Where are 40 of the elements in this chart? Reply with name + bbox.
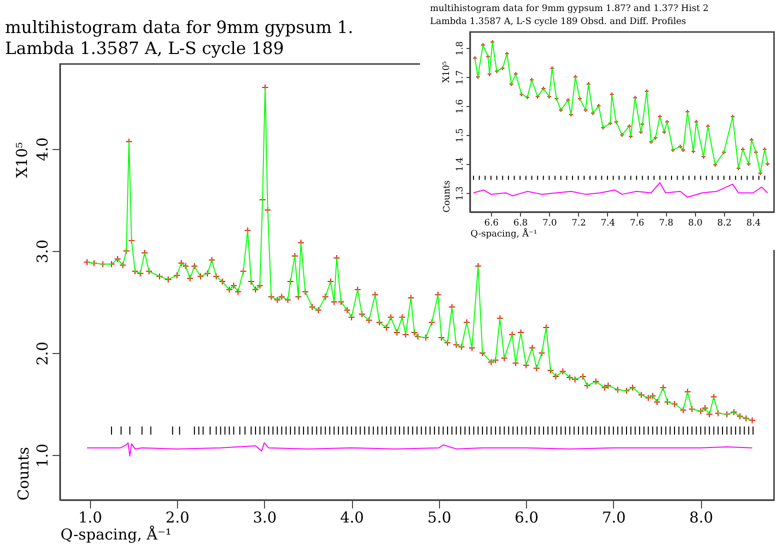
- x-tick-label: 7.2: [572, 218, 586, 228]
- x-tick-label: 1.0: [78, 508, 102, 526]
- chart-subtitle: Lambda 1.3587 A, L-S cycle 189: [5, 39, 284, 59]
- y-axis-title: Counts: [14, 446, 32, 500]
- y-tick-label: 1.7: [456, 70, 466, 85]
- y-tick-label: 3.0: [34, 239, 52, 264]
- x-tick-label: 5.0: [427, 508, 452, 526]
- x-tick-label: 3.0: [252, 508, 277, 526]
- x-tick-label: 8.4: [746, 218, 761, 228]
- y-tick-label: 1.5: [456, 128, 466, 143]
- x-axis-title: Q-spacing, Å⁻¹: [60, 526, 172, 544]
- line-series: [86, 442, 753, 457]
- y-axis-title: Counts: [442, 180, 452, 212]
- x-tick-label: 7.4: [600, 218, 616, 228]
- y-tick-label: 1.3: [456, 186, 466, 201]
- x-tick-label: 7.6: [630, 218, 644, 228]
- x-axis-title: Q-spacing, Å⁻¹: [470, 228, 538, 240]
- x-tick-label: 7.8: [659, 218, 674, 228]
- x-tick-label: 8.0: [688, 218, 703, 228]
- y-tick-label: 1.6: [456, 98, 466, 114]
- text: X10⁵: [13, 142, 31, 178]
- x-tick-label: 4.0: [340, 508, 364, 526]
- line-series: [472, 182, 768, 198]
- y-tick-label: 1.4: [456, 156, 466, 172]
- x-tick-label: 6.0: [514, 508, 539, 526]
- x-tick-label: 6.6: [484, 218, 499, 228]
- x-tick-label: 8.2: [717, 218, 732, 228]
- y-tick-label: 1.8: [456, 41, 466, 56]
- y-tick-label: 4.0: [34, 137, 52, 162]
- x-tick-label: 8.0: [689, 508, 714, 526]
- chart-title: multihistogram data for 9mm gypsum 1.87? and 1.37? Hist 2: [430, 4, 709, 14]
- x-tick-label: 7.0: [602, 508, 626, 526]
- chart-subtitle: Lambda 1.3587 A, L-S cycle 189 Obsd. and Diff. Profiles: [430, 17, 686, 27]
- x-tick-label: 6.8: [513, 218, 528, 228]
- y-tick-label: 1.0: [34, 444, 52, 468]
- x-tick-label: 2.0: [166, 508, 190, 526]
- x-tick-label: 7.0: [542, 218, 558, 228]
- annotation: X10⁵: [442, 60, 452, 83]
- chart-title: multihistogram data for 9mm gypsum 1.: [5, 18, 354, 38]
- y-tick-label: 2.0: [34, 342, 52, 366]
